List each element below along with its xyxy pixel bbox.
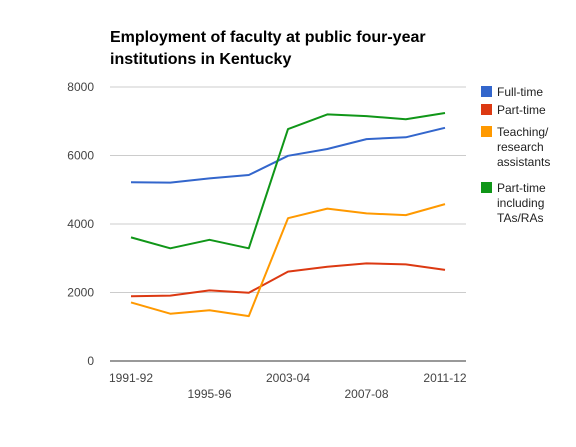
series-line-part-time	[130, 262, 446, 298]
x-axis: 1991-92 1995-96 2003-04 2007-08 2011-12	[109, 371, 467, 401]
legend-swatch	[481, 182, 492, 193]
series-line-part-time-including-tas-ras	[130, 112, 446, 250]
legend-label: Part-time	[497, 181, 546, 195]
chart-title-line-1: Employment of faculty at public four-yea…	[110, 29, 426, 46]
x-tick-label: 2003-04	[266, 371, 310, 385]
series-line-full-time	[130, 126, 446, 184]
legend-label: Full-time	[497, 85, 543, 99]
plot-area	[130, 112, 446, 318]
x-tick-label: 2011-12	[423, 371, 466, 385]
legend-label: assistants	[497, 155, 550, 169]
legend-swatch	[481, 126, 492, 137]
legend-label: TAs/RAs	[497, 211, 543, 225]
legend: Full-time Part-time Teaching/researchassis…	[481, 85, 550, 225]
legend-label: research	[497, 140, 544, 154]
y-tick-label: 6000	[67, 149, 94, 163]
x-tick-label: 1995-96	[187, 387, 231, 401]
x-tick-label: 2007-08	[344, 387, 388, 401]
legend-label: Teaching/	[497, 125, 549, 139]
chart-title-line-2: institutions in Kentucky	[110, 51, 291, 68]
grid	[110, 86, 466, 362]
y-axis: 0 2000 4000 6000 8000	[67, 80, 94, 368]
series-line-teaching-research-assistants	[130, 203, 446, 318]
x-tick-label: 1991-92	[109, 371, 153, 385]
legend-swatch	[481, 104, 492, 115]
legend-label: Part-time	[497, 103, 546, 117]
legend-swatch	[481, 86, 492, 97]
legend-label: including	[497, 196, 544, 210]
y-tick-label: 8000	[67, 80, 94, 94]
y-tick-label: 0	[87, 354, 94, 368]
y-tick-label: 2000	[67, 286, 94, 300]
y-tick-label: 4000	[67, 217, 94, 231]
